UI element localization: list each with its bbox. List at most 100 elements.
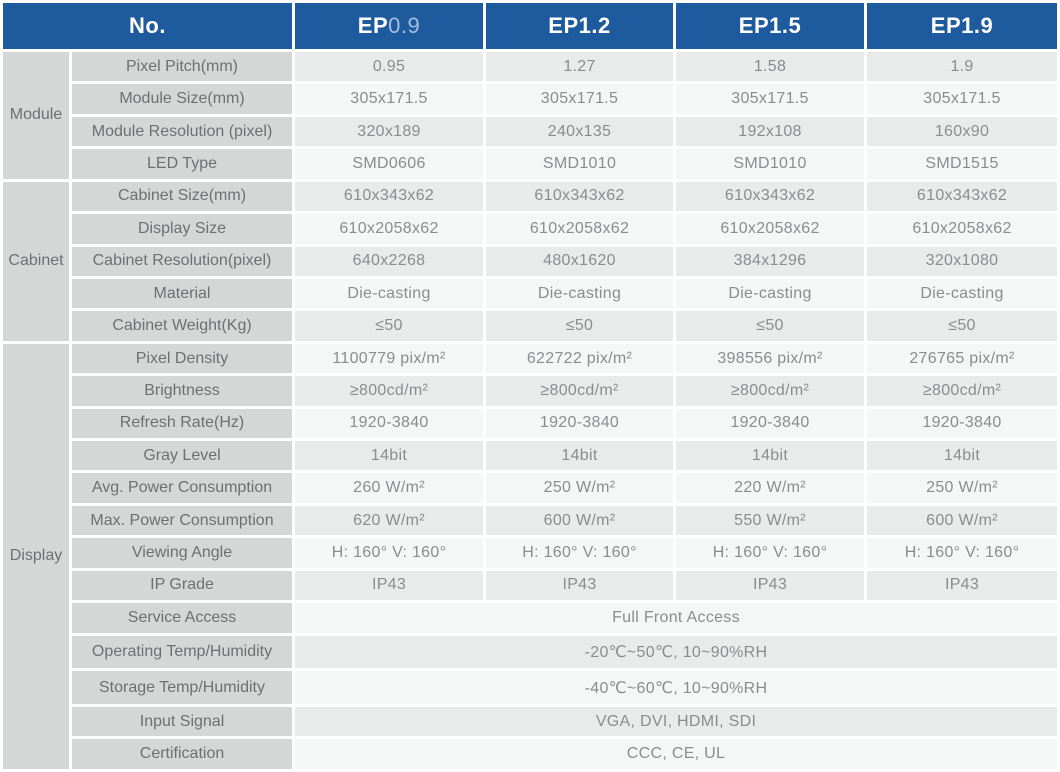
row-label: Viewing Angle (72, 538, 293, 568)
value-cell: H: 160° V: 160° (486, 538, 674, 568)
value-cell: 600 W/m² (867, 505, 1058, 536)
row-label: Display Size (72, 214, 293, 244)
value-cell: Die-casting (486, 278, 674, 309)
value-cell: ≥800cd/m² (486, 376, 674, 406)
value-cell: 1920-3840 (867, 408, 1058, 439)
table-row: Module Pixel Pitch(mm) 0.95 1.27 1.58 1.9 (3, 52, 1058, 179)
row-label: Pixel Density (72, 343, 293, 374)
value-cell: 1100779 pix/m² (295, 343, 484, 374)
table-row: LED Type SMD0606 SMD1010 SMD1010 SMD1515 (3, 149, 1058, 179)
value-cell: 14bit (676, 441, 865, 471)
value-cell: 192x108 (676, 116, 865, 147)
row-label: Input Signal (72, 706, 293, 737)
column-header-prefix: EP (930, 13, 962, 38)
value-cell: 305x171.5 (676, 84, 865, 114)
row-label: Pixel Pitch(mm) (72, 52, 293, 82)
value-cell: 610x343x62 (486, 181, 674, 212)
table-row: Material Die-casting Die-casting Die-castin… (3, 278, 1058, 309)
value-cell: 1.58 (676, 52, 865, 82)
value-cell: IP43 (867, 570, 1058, 601)
table-row: Display Pixel Density 1100779 pix/m² 622722… (3, 343, 1058, 769)
value-cell: ≤50 (486, 311, 674, 341)
row-label: Cabinet Weight(Kg) (72, 311, 293, 341)
table-row: Storage Temp/Humidity -40℃~60℃, 10~90%RH (3, 671, 1058, 704)
column-header-ep1-2: EP1.2 (486, 3, 674, 49)
value-cell: 305x171.5 (486, 84, 674, 114)
row-label: Module Resolution (pixel) (72, 116, 293, 147)
column-header-number: 1.2 (578, 13, 611, 38)
column-header-ep1-9: EP1.9 (867, 3, 1058, 49)
value-cell: 600 W/m² (486, 505, 674, 536)
value-cell: 1.27 (486, 52, 674, 82)
value-cell: 398556 pix/m² (676, 343, 865, 374)
row-label: Material (72, 278, 293, 309)
value-cell: 160x90 (867, 116, 1058, 147)
value-cell: 320x189 (295, 116, 484, 147)
row-label: Refresh Rate(Hz) (72, 408, 293, 439)
table-row: IP Grade IP43 IP43 IP43 IP43 (3, 570, 1058, 601)
column-header-prefix: EP (738, 13, 770, 38)
value-cell: 384x1296 (676, 246, 865, 276)
group-label-display: Display (3, 343, 69, 769)
group-label-module: Module (3, 52, 69, 179)
value-cell: 610x2058x62 (867, 214, 1058, 244)
value-cell: Die-casting (295, 278, 484, 309)
column-header-prefix: EP (357, 13, 389, 38)
value-cell: 250 W/m² (486, 473, 674, 503)
table-row: Max. Power Consumption 620 W/m² 600 W/m² 55… (3, 505, 1058, 536)
row-label: Certification (72, 739, 293, 769)
table-row: Viewing Angle H: 160° V: 160° H: 160° V: 1… (3, 538, 1058, 568)
value-cell: SMD1010 (676, 149, 865, 179)
value-cell: Die-casting (676, 278, 865, 309)
value-cell: ≤50 (676, 311, 865, 341)
value-cell: 1920-3840 (295, 408, 484, 439)
value-cell: ≤50 (295, 311, 484, 341)
value-cell: 610x343x62 (295, 181, 484, 212)
value-cell: SMD1515 (867, 149, 1058, 179)
value-cell: 14bit (867, 441, 1058, 471)
table-row: Operating Temp/Humidity -20℃~50℃, 10~90%R… (3, 635, 1058, 669)
value-cell: 14bit (295, 441, 484, 471)
value-cell: ≤50 (867, 311, 1058, 341)
table-row: Input Signal VGA, DVI, HDMI, SDI (3, 706, 1058, 737)
table-row: Certification CCC, CE, UL (3, 739, 1058, 769)
table-row: Brightness ≥800cd/m² ≥800cd/m² ≥800cd/m² ≥80… (3, 376, 1058, 406)
header-row: No. EP0.9 EP1.2 EP1.5 EP1.9 (3, 3, 1058, 49)
value-cell: H: 160° V: 160° (867, 538, 1058, 568)
row-label: Operating Temp/Humidity (72, 635, 293, 669)
column-header-number: 0.9 (388, 13, 421, 38)
column-header-number: 1.5 (769, 13, 802, 38)
value-cell: IP43 (295, 570, 484, 601)
value-cell: 1920-3840 (486, 408, 674, 439)
value-cell: ≥800cd/m² (867, 376, 1058, 406)
value-cell: 550 W/m² (676, 505, 865, 536)
value-cell: SMD1010 (486, 149, 674, 179)
corner-header-label: No. (129, 13, 166, 38)
value-cell: 250 W/m² (867, 473, 1058, 503)
value-cell: 480x1620 (486, 246, 674, 276)
value-cell: Die-casting (867, 278, 1058, 309)
value-cell: 220 W/m² (676, 473, 865, 503)
value-cell: 610x2058x62 (486, 214, 674, 244)
value-cell: 620 W/m² (295, 505, 484, 536)
merged-value-cell: -40℃~60℃, 10~90%RH (295, 671, 1058, 704)
merged-value-cell: VGA, DVI, HDMI, SDI (295, 706, 1058, 737)
value-cell: 320x1080 (867, 246, 1058, 276)
table-row: Cabinet Resolution(pixel) 640x2268 480x162… (3, 246, 1058, 276)
row-label: Gray Level (72, 441, 293, 471)
value-cell: 240x135 (486, 116, 674, 147)
value-cell: 14bit (486, 441, 674, 471)
table-row: Cabinet Cabinet Size(mm) 610x343x62 610x343… (3, 181, 1058, 341)
row-label: Service Access (72, 603, 293, 633)
row-label: Storage Temp/Humidity (72, 671, 293, 704)
row-label: Max. Power Consumption (72, 505, 293, 536)
merged-value-cell: -20℃~50℃, 10~90%RH (295, 635, 1058, 669)
table-row: Service Access Full Front Access (3, 603, 1058, 633)
value-cell: 610x343x62 (676, 181, 865, 212)
value-cell: ≥800cd/m² (676, 376, 865, 406)
column-header-ep0-9: EP0.9 (295, 3, 484, 49)
value-cell: IP43 (676, 570, 865, 601)
table-row: Avg. Power Consumption 260 W/m² 250 W/m² 22… (3, 473, 1058, 503)
value-cell: 610x2058x62 (676, 214, 865, 244)
